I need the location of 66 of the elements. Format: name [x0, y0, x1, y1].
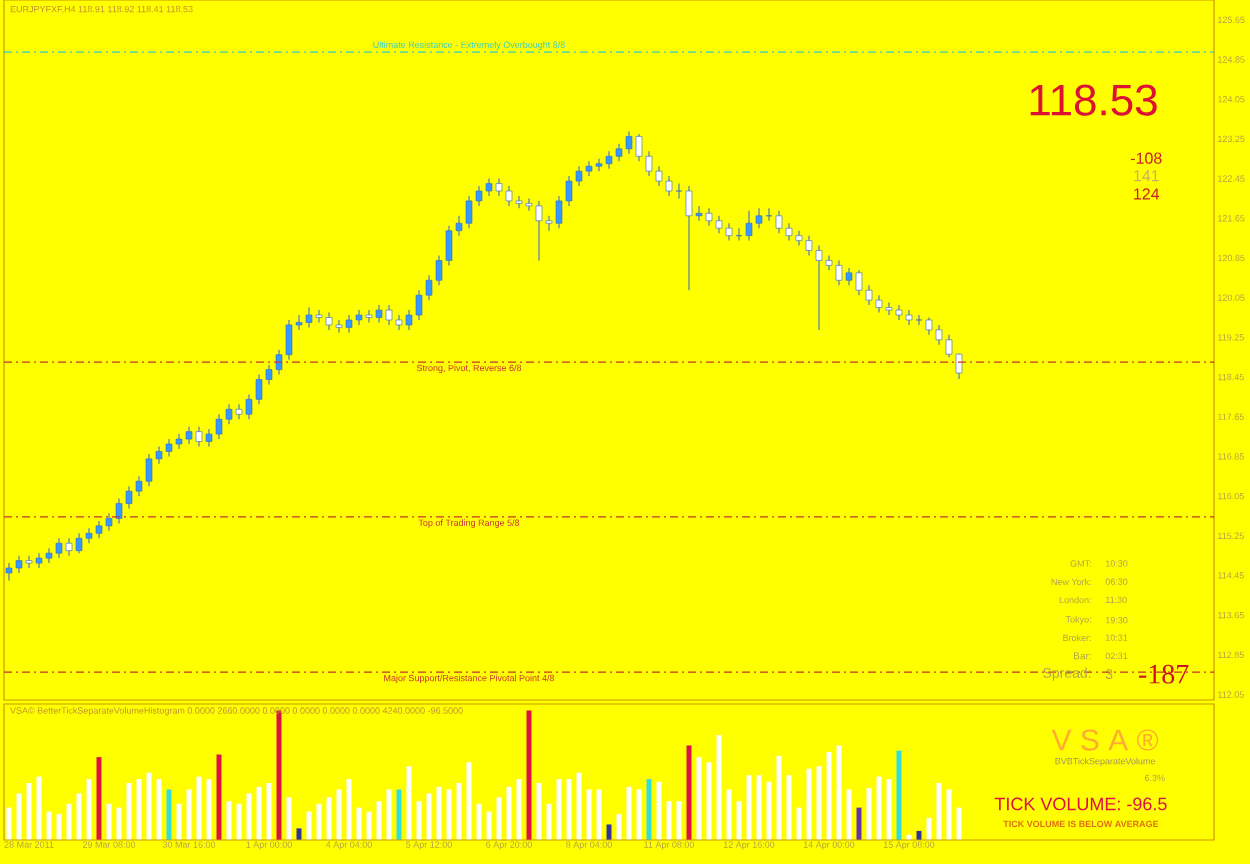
bar — [286, 797, 292, 840]
bar — [946, 789, 952, 840]
bar — [166, 789, 172, 840]
bar — [496, 797, 502, 840]
bar — [26, 783, 32, 840]
bar — [666, 801, 672, 840]
bar — [716, 735, 722, 840]
bar — [426, 793, 432, 840]
annotation: -187 — [1139, 664, 1189, 684]
bar — [896, 750, 902, 840]
annotation: 141 — [1134, 170, 1159, 182]
bar — [546, 803, 552, 840]
annotation: -108 — [1130, 152, 1162, 164]
annotation: TICK VOLUME: -96.5 — [994, 797, 1167, 811]
bar — [856, 807, 862, 840]
bar — [236, 803, 242, 840]
bar — [556, 779, 562, 840]
bar — [206, 779, 212, 840]
bar — [336, 789, 342, 840]
bar — [506, 786, 512, 840]
bar — [406, 766, 412, 840]
bar — [466, 762, 472, 840]
bar — [66, 803, 72, 840]
bar — [316, 803, 322, 840]
bar — [326, 797, 332, 840]
bar — [836, 745, 842, 840]
bar — [56, 814, 62, 840]
bar — [376, 801, 382, 840]
bar — [106, 803, 112, 840]
bar — [726, 789, 732, 840]
bar — [756, 775, 762, 840]
bar — [596, 789, 602, 840]
bar — [846, 789, 852, 840]
bar — [246, 793, 252, 840]
bar — [196, 776, 202, 840]
bar — [36, 776, 42, 840]
bar — [686, 745, 692, 840]
bar — [536, 783, 542, 840]
bar — [926, 817, 932, 840]
bar — [16, 793, 22, 840]
bar — [146, 772, 152, 840]
bar — [366, 811, 372, 840]
bar — [116, 807, 122, 840]
bar — [796, 807, 802, 840]
bar — [456, 783, 462, 840]
annotation: 118.53 — [1030, 84, 1157, 116]
bar — [676, 801, 682, 840]
bar — [186, 789, 192, 840]
bar — [636, 789, 642, 840]
bar — [156, 779, 162, 840]
annotation: 124 — [1134, 188, 1160, 200]
bar — [806, 768, 812, 840]
bar — [276, 710, 282, 840]
bar — [886, 779, 892, 840]
bar — [936, 783, 942, 840]
bar — [296, 828, 302, 840]
bar — [446, 789, 452, 840]
bar — [626, 786, 632, 840]
bar — [76, 793, 82, 840]
bar — [816, 766, 822, 840]
bar — [586, 789, 592, 840]
bar — [416, 801, 422, 840]
annotation: V S A ® — [1051, 729, 1159, 751]
bar — [576, 772, 582, 840]
bar — [706, 762, 712, 840]
bar — [766, 781, 772, 840]
